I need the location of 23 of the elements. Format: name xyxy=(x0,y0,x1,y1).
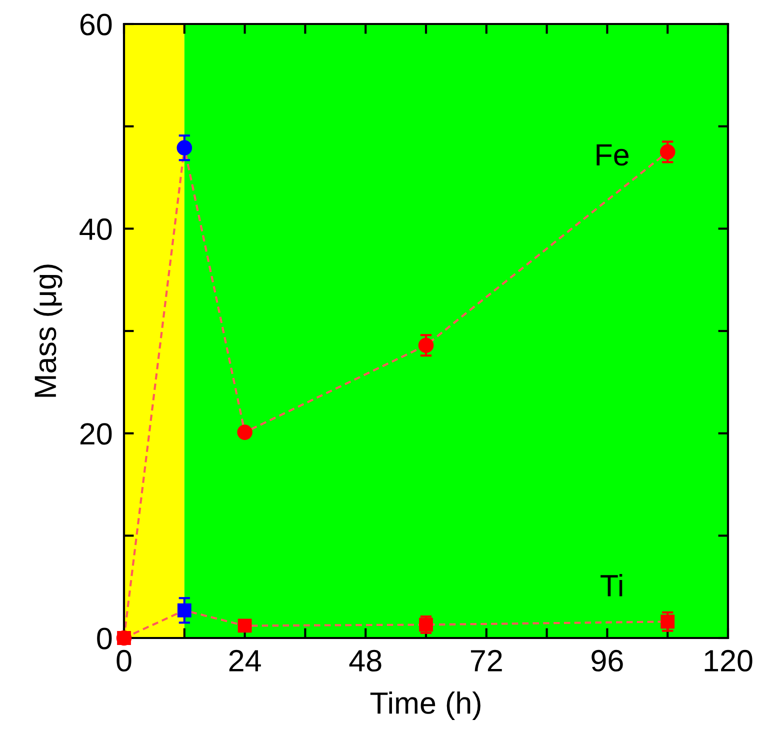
x-axis-title: Time (h) xyxy=(370,691,480,720)
x-tick-label: 96 xyxy=(592,650,623,672)
point xyxy=(177,603,192,618)
x-tick-label: 48 xyxy=(349,650,382,672)
y-tick-label: 40 xyxy=(80,218,112,240)
series-label: Fe xyxy=(596,144,629,166)
point xyxy=(418,338,434,353)
y-axis-title: Mass (μg) xyxy=(34,264,62,397)
x-tick-label: 0 xyxy=(116,650,132,672)
point xyxy=(238,618,252,633)
x-tick-label: 72 xyxy=(470,650,502,672)
point xyxy=(660,614,675,629)
x-tick-label: 24 xyxy=(229,650,261,672)
series-label: Ti xyxy=(600,574,622,596)
point xyxy=(660,144,676,160)
x-tick-label: 120 xyxy=(704,650,752,672)
y-tick-label: 60 xyxy=(80,14,112,36)
point xyxy=(419,618,433,632)
y-tick-label: 20 xyxy=(80,423,112,445)
point xyxy=(237,424,252,440)
y-tick-label: 0 xyxy=(97,628,112,650)
point xyxy=(117,631,131,645)
point xyxy=(176,140,192,156)
